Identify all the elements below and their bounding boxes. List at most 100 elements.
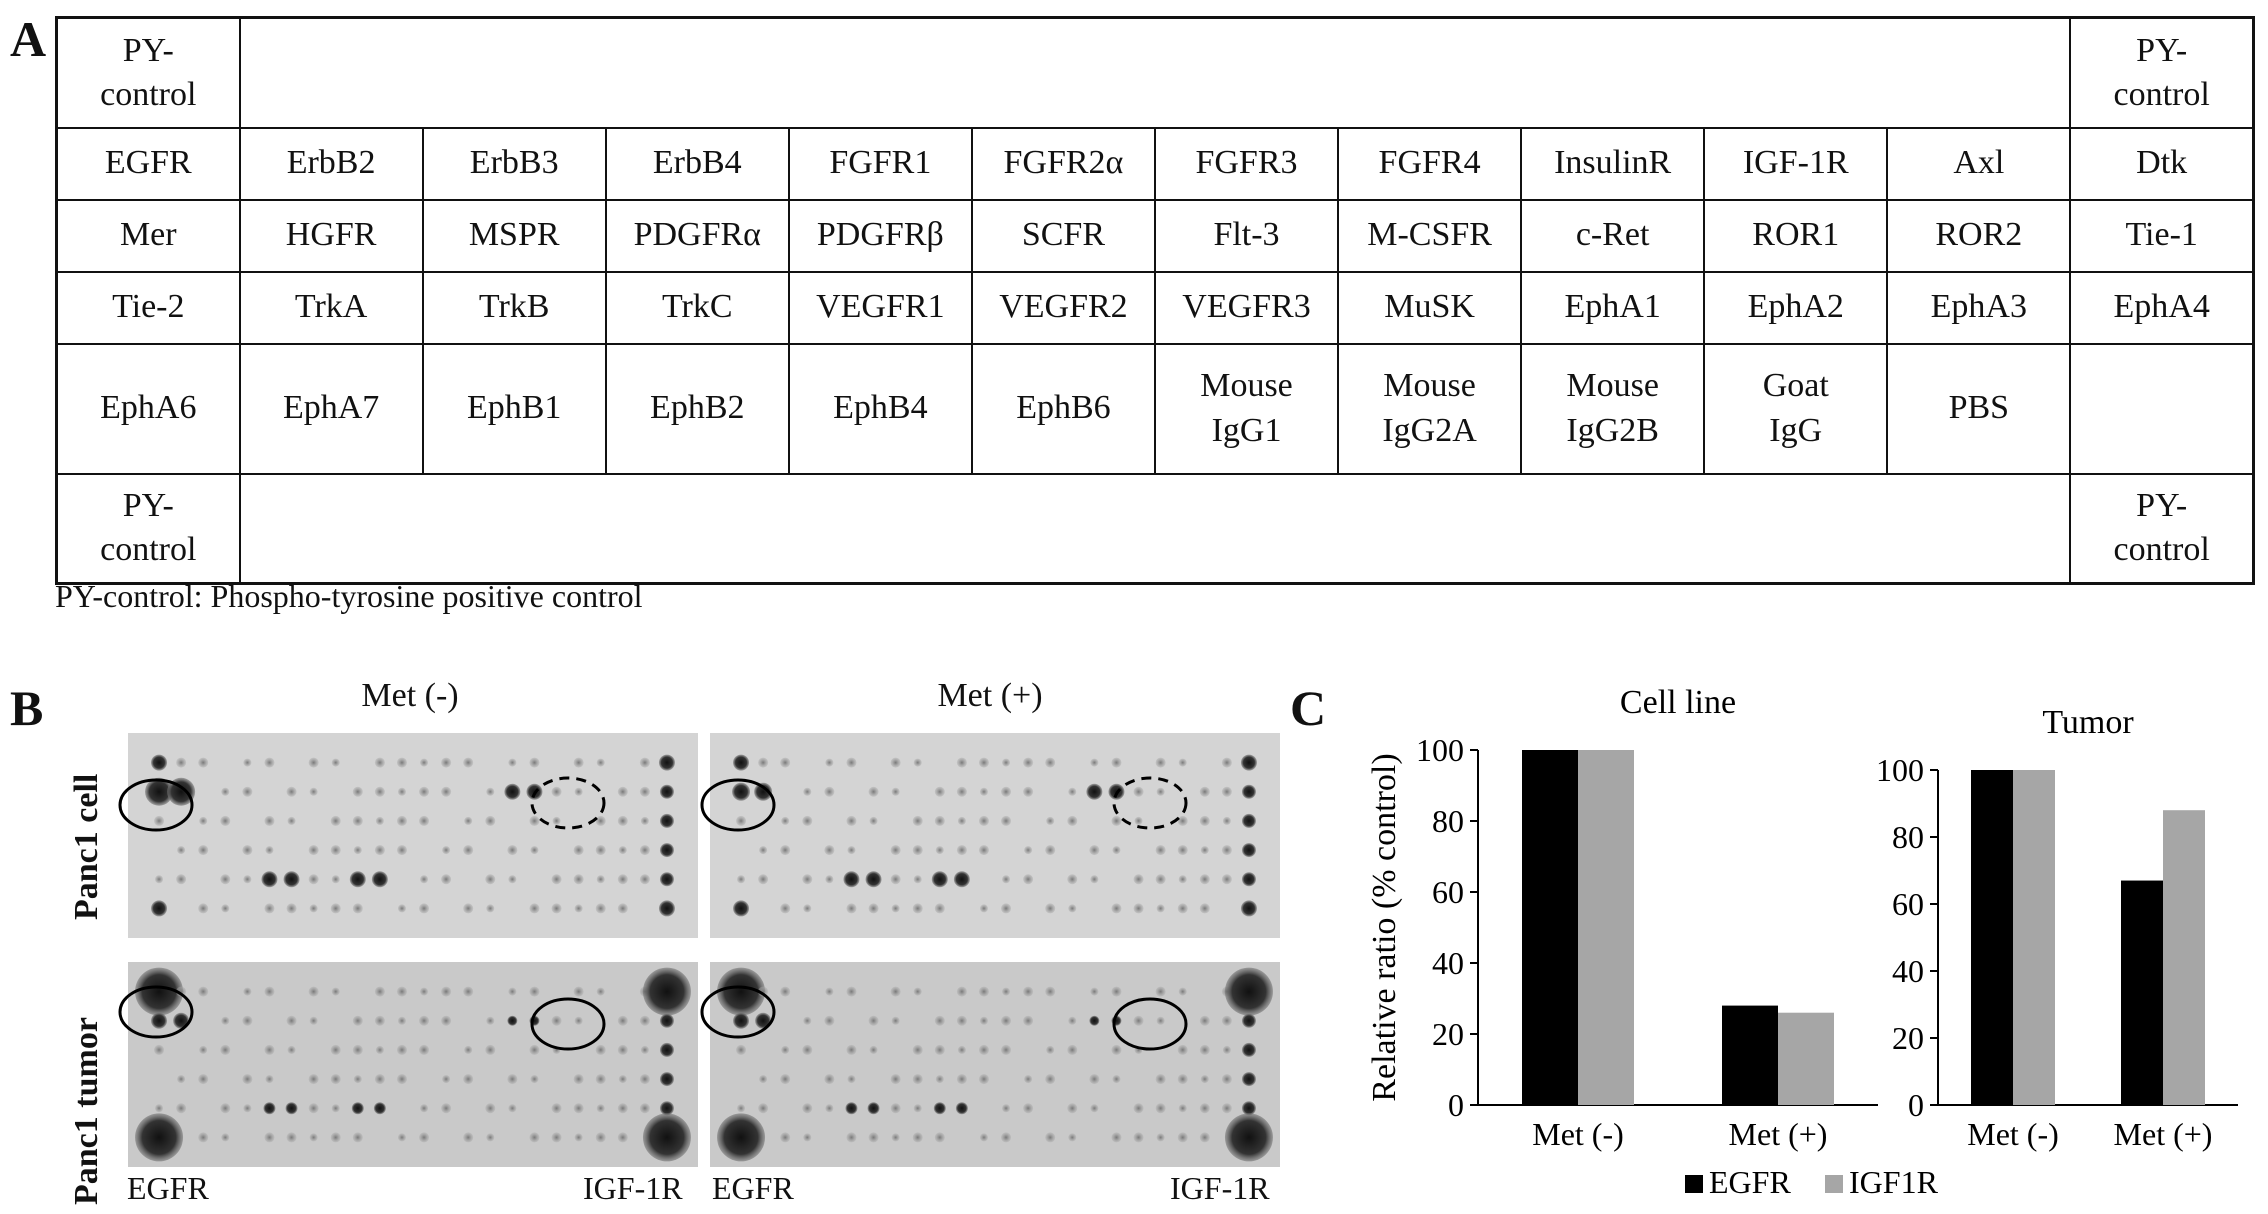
py-control-cell: PY- control: [2069, 472, 2255, 585]
y-tick-label: 60: [1432, 874, 1464, 910]
y-tick-label: 40: [1892, 953, 1924, 989]
blot-tumor-met-neg: [118, 962, 698, 1167]
array-cell: VEGFR2: [970, 270, 1156, 345]
array-cell: [2069, 342, 2255, 475]
blot-title-met-pos: Met (+): [937, 677, 1043, 714]
array-row: EphA6 EphA7 EphB1 EphB2 EphB4 EphB6 Mouse IgG1…: [55, 342, 2255, 475]
y-tick-label: 20: [1892, 1020, 1924, 1056]
array-cell: VEGFR3: [1153, 270, 1340, 345]
chart-title: Cell line: [1620, 684, 1736, 721]
array-cell: EphA6: [55, 342, 241, 475]
y-tick-label: 0: [1908, 1087, 1924, 1123]
legend-swatch: [1825, 1175, 1843, 1193]
py-control-cell: PY- control: [55, 16, 241, 129]
array-cell: c-Ret: [1520, 198, 1706, 273]
y-tick-label: 80: [1432, 803, 1464, 839]
bar-egfr: [1971, 770, 2013, 1105]
x-tick-label: Met (+): [2114, 1116, 2213, 1152]
array-cell: EphA3: [1886, 270, 2072, 345]
array-cell: ErbB4: [604, 126, 790, 201]
array-cell: FGFR1: [787, 126, 973, 201]
array-row: Tie-2 TrkA TrkB TrkC VEGFR1 VEGFR2 VEGFR3 MuSK E…: [55, 270, 2255, 345]
label-egfr-right: EGFR: [712, 1170, 794, 1206]
array-cell: PDGFRα: [604, 198, 790, 273]
array-cell: Mouse IgG2B: [1520, 342, 1706, 475]
array-cell: Mouse IgG1: [1153, 342, 1340, 475]
antibody-array-map: PY- control PY- control EGFR ErbB2 ErbB3 Er…: [55, 16, 2255, 585]
y-tick-label: 100: [1876, 752, 1924, 788]
legend: EGFR IGF1R: [1685, 1164, 1939, 1200]
array-cell: Tie-1: [2069, 198, 2255, 273]
array-cell: EphB1: [421, 342, 607, 475]
blot-title-met-neg: Met (-): [361, 677, 459, 714]
array-cell: Mer: [55, 198, 241, 273]
array-cell: Tie-2: [55, 270, 241, 345]
array-cell: EphB6: [970, 342, 1156, 475]
bar-igf1r: [1578, 750, 1634, 1105]
y-tick-label: 40: [1432, 945, 1464, 981]
array-cell: Mouse IgG2A: [1337, 342, 1523, 475]
array-cell: EGFR: [55, 126, 241, 201]
array-cell: Goat IgG: [1703, 342, 1889, 475]
panel-c-letter: C: [1290, 680, 1327, 736]
array-cell: EphB2: [604, 342, 790, 475]
x-tick-label: Met (-): [1967, 1116, 2059, 1152]
blot-tumor-met-pos: [700, 962, 1280, 1167]
x-tick-label: Met (-): [1532, 1116, 1624, 1152]
bar-egfr: [2121, 880, 2163, 1105]
label-igf1r-right: IGF-1R: [1170, 1170, 1270, 1206]
array-row: EGFR ErbB2 ErbB3 ErbB4 FGFR1 FGFR2α FGFR3 FGFR4…: [55, 126, 2255, 201]
array-cell: VEGFR1: [787, 270, 973, 345]
blot-cell-met-pos: [700, 733, 1280, 938]
array-cell: FGFR4: [1337, 126, 1523, 201]
array-row: Mer HGFR MSPR PDGFRα PDGFRβ SCFR Flt-3 M-CSFR c-…: [55, 198, 2255, 273]
bar-egfr: [1522, 750, 1578, 1105]
legend-label: EGFR: [1709, 1164, 1791, 1200]
array-cell: EphA4: [2069, 270, 2255, 345]
blot-cell-met-neg: [118, 733, 698, 938]
array-cell: ROR2: [1886, 198, 2072, 273]
py-control-cell: PY- control: [2069, 16, 2255, 129]
array-cell: TrkB: [421, 270, 607, 345]
array-cell: FGFR2α: [970, 126, 1156, 201]
bar-igf1r: [1778, 1012, 1834, 1105]
array-cell: EphB4: [787, 342, 973, 475]
y-tick-label: 0: [1448, 1087, 1464, 1123]
py-control-top-row: PY- control PY- control: [55, 16, 2255, 129]
chart-cell-line: Cell line 0 20 40 60 80 100 Relative ratio (% c…: [1366, 684, 1878, 1152]
array-cell: ROR1: [1703, 198, 1889, 273]
y-tick-label: 100: [1416, 732, 1464, 768]
array-cell: TrkC: [604, 270, 790, 345]
array-cell: Flt-3: [1153, 198, 1340, 273]
empty-span: [238, 472, 2072, 585]
array-cell: PDGFRβ: [787, 198, 973, 273]
array-cell: FGFR3: [1153, 126, 1340, 201]
y-tick-label: 20: [1432, 1016, 1464, 1052]
array-cell: TrkA: [238, 270, 424, 345]
panel-a-letter: A: [10, 11, 47, 67]
y-tick-label: 60: [1892, 886, 1924, 922]
array-cell: Dtk: [2069, 126, 2255, 201]
bar-egfr: [1722, 1005, 1778, 1105]
array-cell: HGFR: [238, 198, 424, 273]
array-cell: M-CSFR: [1337, 198, 1523, 273]
x-tick-label: Met (+): [1729, 1116, 1828, 1152]
array-cell: SCFR: [970, 198, 1156, 273]
array-cell: EphA7: [238, 342, 424, 475]
py-control-cell: PY- control: [55, 472, 241, 585]
array-cell: EphA2: [1703, 270, 1889, 345]
y-axis-label: Relative ratio (% control): [1366, 753, 1403, 1101]
array-cell: Axl: [1886, 126, 2072, 201]
legend-swatch: [1685, 1175, 1703, 1193]
y-tick-label: 80: [1892, 819, 1924, 855]
array-cell: InsulinR: [1520, 126, 1706, 201]
array-cell: ErbB3: [421, 126, 607, 201]
panel-b-letter: B: [10, 680, 44, 736]
empty-span: [238, 16, 2072, 129]
array-cell: MuSK: [1337, 270, 1523, 345]
py-control-note: PY-control: Phospho-tyrosine positive co…: [55, 578, 643, 614]
label-igf1r-left: IGF-1R: [583, 1170, 683, 1206]
bar-igf1r: [2163, 810, 2205, 1105]
